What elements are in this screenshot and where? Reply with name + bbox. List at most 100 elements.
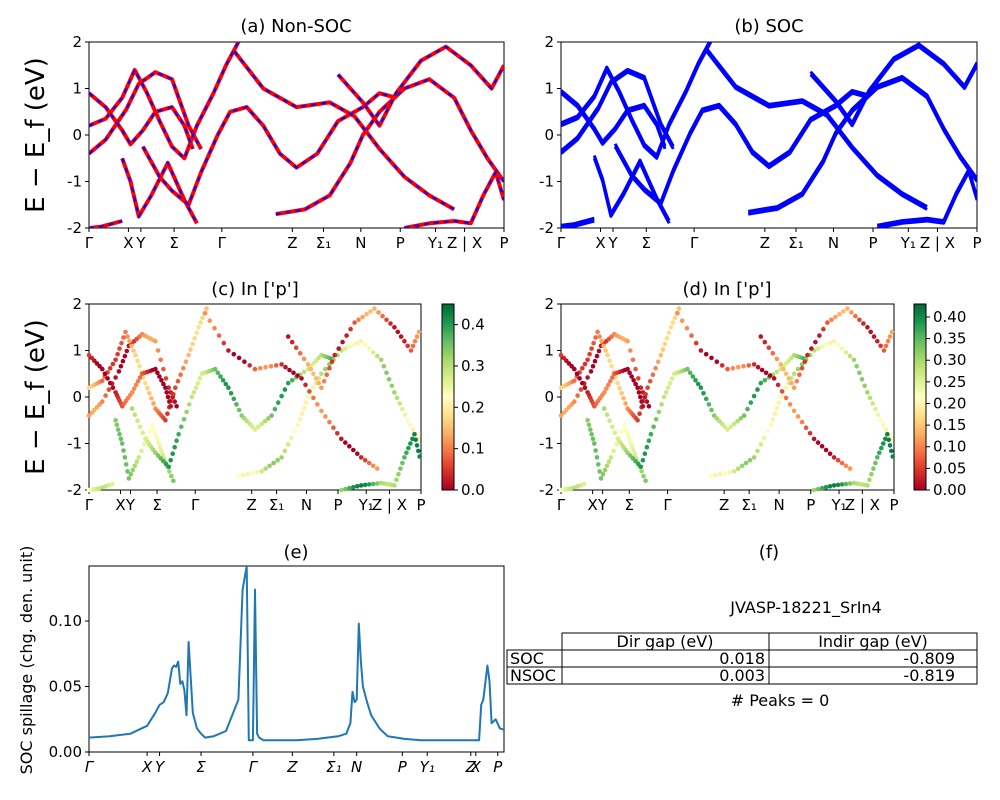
panel-d-point bbox=[640, 457, 646, 463]
panel-d-point bbox=[881, 422, 886, 428]
panel-c-colorbar-tick-label: 0.1 bbox=[461, 440, 485, 458]
panel-d-point bbox=[727, 470, 732, 475]
panel-c-xtick-label: Z | X bbox=[372, 496, 407, 514]
panel-c-point bbox=[153, 433, 159, 439]
panel-d-point bbox=[831, 338, 837, 344]
panel-c-point bbox=[234, 402, 239, 407]
panel-d-point bbox=[608, 378, 613, 384]
panel-c-point bbox=[247, 363, 252, 368]
panel-d-point bbox=[608, 455, 614, 460]
panel-d-point bbox=[847, 466, 853, 471]
panel-c-point bbox=[272, 406, 278, 412]
panel-d-point bbox=[865, 483, 870, 488]
panel-c-point bbox=[266, 416, 271, 421]
panel-c-point bbox=[275, 400, 281, 405]
panel-d-point bbox=[613, 375, 618, 380]
panel-d-point bbox=[639, 399, 644, 404]
band-soc-8-1 bbox=[809, 42, 977, 125]
panel-c-point bbox=[231, 351, 237, 357]
panel-c-point bbox=[127, 338, 132, 344]
panel-d-point bbox=[706, 402, 712, 407]
panel-a-xtick-label: Γ bbox=[85, 234, 94, 252]
panel-d-point bbox=[588, 369, 594, 374]
panel-c-point bbox=[319, 371, 324, 377]
band-nonsoc-1 bbox=[89, 70, 203, 156]
panel-c-point bbox=[259, 421, 264, 427]
band-soc-3-1 bbox=[561, 89, 667, 147]
panel-c-colorbar-tick-label: 0.3 bbox=[461, 357, 485, 375]
panel-d-point bbox=[759, 367, 765, 373]
panel-c-point bbox=[107, 365, 113, 371]
panel-c-point bbox=[131, 348, 136, 353]
panel-c-point bbox=[173, 385, 178, 391]
panel-c-point bbox=[110, 385, 116, 391]
panel-d-point bbox=[585, 357, 590, 363]
panel-c-point bbox=[374, 466, 380, 471]
panel-c-point bbox=[366, 460, 372, 466]
panel-b-ytick-label: -1 bbox=[539, 173, 554, 191]
panel-a-xtick-label: P bbox=[499, 234, 508, 252]
panel-d-point bbox=[665, 385, 671, 391]
panel-d-point bbox=[708, 473, 714, 479]
panel-d-point bbox=[859, 377, 865, 382]
panel-c-point bbox=[171, 478, 176, 484]
panel-d-point bbox=[862, 383, 867, 389]
panel-d-point bbox=[582, 361, 588, 367]
panel-d-point bbox=[605, 352, 610, 358]
table-cell-soc-dir: 0.018 bbox=[719, 649, 765, 668]
panel-d-point bbox=[650, 372, 656, 378]
panel-c-point bbox=[151, 401, 156, 406]
panel-d-point bbox=[831, 483, 837, 488]
panel-b-bands bbox=[561, 42, 977, 228]
panel-c-point bbox=[100, 366, 105, 372]
panel-b-xtick-label: N bbox=[828, 234, 839, 252]
panel-d-point bbox=[604, 412, 610, 418]
panel-c-point bbox=[370, 463, 376, 469]
panel-d-point bbox=[701, 391, 706, 396]
panel-c-point bbox=[100, 378, 105, 384]
band-soc-3-0 bbox=[561, 92, 667, 150]
band-soc-9-1 bbox=[876, 167, 977, 227]
panel-d-point bbox=[791, 385, 797, 391]
panel-c-point bbox=[149, 396, 154, 401]
panel-d-point bbox=[794, 378, 800, 384]
panel-d-point bbox=[653, 417, 659, 422]
panel-c-point bbox=[323, 366, 328, 372]
panel-d-point bbox=[819, 344, 825, 350]
panel-d-point bbox=[612, 430, 618, 436]
table-cell-nsoc-dir: 0.003 bbox=[719, 666, 765, 685]
panel-c-point bbox=[392, 325, 397, 330]
band-nonsoc-0 bbox=[89, 219, 123, 228]
panel-c-point bbox=[378, 357, 384, 363]
panel-e-ylabel: SOC spillage (chg. den. unit) bbox=[17, 546, 36, 775]
panel-e-xtick-label: X bbox=[470, 758, 482, 776]
panel-d-point bbox=[865, 325, 870, 330]
panel-c-point bbox=[163, 418, 168, 423]
panel-d-point bbox=[602, 467, 608, 473]
panel-d-point bbox=[643, 478, 648, 484]
panel-b-xtick-label: Σ₁ bbox=[788, 234, 804, 252]
panel-d-point bbox=[627, 437, 632, 443]
panel-c-point bbox=[392, 390, 397, 395]
panel-c-point bbox=[259, 469, 264, 474]
panel-c-point bbox=[347, 444, 352, 449]
panel-d-colorbar-tick-label: 0.30 bbox=[933, 351, 966, 369]
panel-d-point bbox=[827, 484, 833, 489]
panel-d-point bbox=[585, 375, 590, 380]
panel-d-point bbox=[619, 429, 624, 434]
panel-d-point bbox=[695, 381, 701, 387]
panel-c-point bbox=[307, 389, 312, 394]
panel-d-point bbox=[795, 366, 801, 372]
panel-d-point bbox=[586, 422, 592, 428]
panel-c-point bbox=[196, 325, 201, 330]
panel-d-point bbox=[875, 455, 880, 460]
panel-c-point bbox=[132, 463, 138, 469]
panel-c-point bbox=[125, 334, 130, 339]
panel-d-point bbox=[582, 385, 588, 391]
panel-c-xtick-label: Σ₁ bbox=[269, 496, 285, 514]
panel-d-point bbox=[687, 370, 693, 376]
panel-c-point bbox=[299, 411, 305, 417]
panel-c-point bbox=[169, 473, 174, 479]
panel-a-ytick-label: 1 bbox=[72, 80, 82, 98]
panel-d-point bbox=[799, 365, 805, 371]
